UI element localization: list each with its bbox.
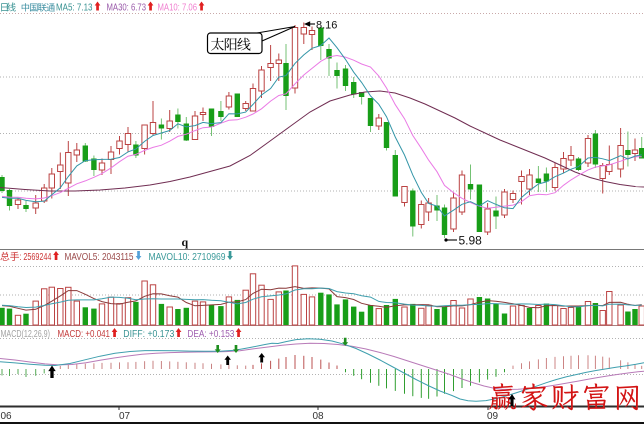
svg-text:5.98: 5.98	[459, 234, 483, 248]
svg-text:08: 08	[313, 411, 325, 422]
svg-text:09: 09	[487, 411, 499, 422]
svg-text:06: 06	[1, 411, 13, 422]
svg-text:: 2569244: : 2569244	[19, 252, 51, 263]
svg-text:MACD(12,26,9): MACD(12,26,9)	[1, 329, 51, 340]
svg-text:DEA: +0.153: DEA: +0.153	[187, 329, 234, 340]
svg-text:MAVOL5: 2043115: MAVOL5: 2043115	[65, 252, 134, 263]
svg-text:07: 07	[119, 411, 131, 422]
svg-text:8.16: 8.16	[316, 20, 337, 32]
svg-text:q: q	[182, 235, 189, 249]
svg-text:MA5: 7.13: MA5: 7.13	[56, 3, 93, 14]
svg-text:MA10: 7.06: MA10: 7.06	[158, 3, 198, 14]
svg-text:MACD: +0.041: MACD: +0.041	[58, 329, 111, 340]
svg-text:DIFF: +0.173: DIFF: +0.173	[123, 329, 174, 340]
svg-text:MA30: 6.73: MA30: 6.73	[107, 3, 147, 14]
svg-text:MAVOL10: 2710969: MAVOL10: 2710969	[149, 252, 226, 263]
